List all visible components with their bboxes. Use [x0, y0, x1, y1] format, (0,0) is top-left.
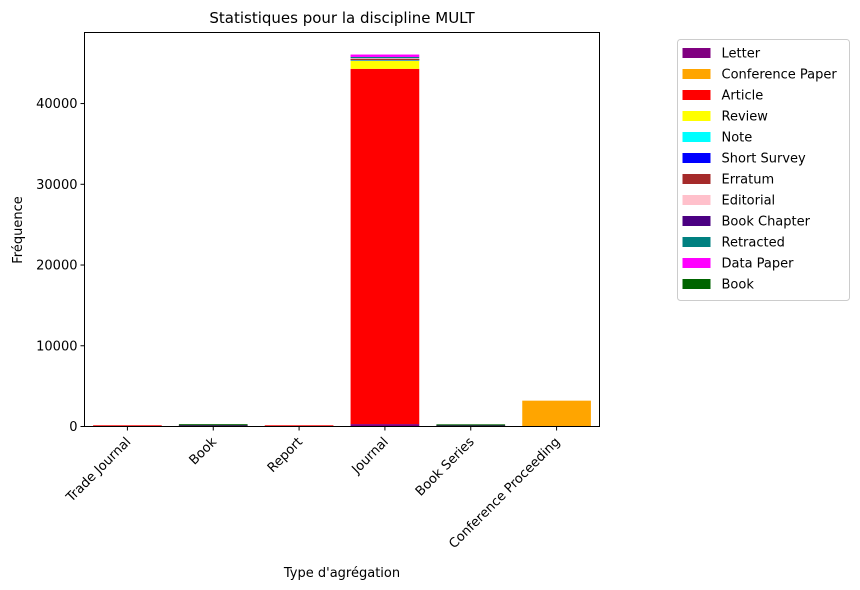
plot-frame	[84, 32, 600, 427]
bar-segment	[350, 60, 420, 69]
bar-segment	[350, 57, 420, 59]
legend-label: Article	[722, 89, 764, 104]
y-tick-label: 30000	[36, 178, 77, 193]
legend: Letter Conference Paper Article Review Note S…	[677, 39, 850, 301]
x-axis-label: Type d'agrégation	[283, 566, 400, 581]
bar-segment	[178, 425, 248, 427]
legend-label: Editorial	[722, 194, 776, 209]
bar-segment	[350, 58, 420, 61]
legend-swatch	[682, 48, 711, 58]
y-tick-label: 20000	[36, 259, 77, 274]
y-tick-label: 40000	[36, 97, 77, 112]
x-tick-label: Report	[265, 435, 306, 476]
bar-segment	[178, 424, 248, 426]
legend-frame	[677, 39, 850, 301]
x-tick-label: Journal	[349, 435, 392, 478]
bar-segment	[436, 424, 506, 426]
legend-swatch	[682, 279, 711, 289]
legend-swatch	[682, 258, 711, 268]
legend-label: Note	[722, 131, 753, 146]
y-tick-label: 0	[69, 420, 77, 435]
y-tick-label: 10000	[36, 339, 77, 354]
x-axis: Trade Journal Book Report Journal Book Serie…	[63, 426, 563, 552]
legend-swatch	[682, 153, 711, 163]
legend-swatch	[682, 216, 711, 226]
legend-label: Book	[722, 278, 755, 293]
legend-swatch	[682, 174, 711, 184]
bar-segment	[350, 68, 420, 425]
x-tick-label: Trade Journal	[63, 435, 134, 506]
legend-label: Book Chapter	[722, 215, 811, 230]
legend-label: Review	[722, 110, 769, 125]
bar-segment	[522, 400, 591, 427]
legend-swatch	[682, 195, 711, 205]
plot-area	[93, 54, 591, 427]
legend-label: Erratum	[722, 173, 775, 188]
x-tick-label: Book	[187, 434, 221, 468]
legend-swatch	[682, 69, 711, 79]
legend-label: Data Paper	[722, 257, 795, 272]
bar-segment	[93, 425, 162, 427]
y-axis-label: Fréquence	[11, 196, 26, 263]
bar-segment	[350, 56, 420, 59]
bar-segment	[350, 424, 420, 427]
legend-swatch	[682, 90, 711, 100]
legend-label: Retracted	[722, 236, 785, 251]
legend-label: Short Survey	[722, 152, 807, 167]
bar-segment	[350, 54, 420, 57]
chart-title: Statistiques pour la discipline MULT	[209, 9, 475, 27]
legend-swatch	[682, 111, 711, 121]
y-axis: 0 10000 20000 30000 40000	[36, 97, 85, 435]
bar-segment	[264, 425, 334, 427]
legend-swatch	[682, 132, 711, 142]
legend-swatch	[682, 237, 711, 247]
x-tick-label: Book Series	[413, 435, 478, 500]
bar-segment	[436, 425, 506, 427]
legend-label: Letter	[722, 47, 761, 62]
legend-label: Conference Paper	[722, 68, 838, 83]
